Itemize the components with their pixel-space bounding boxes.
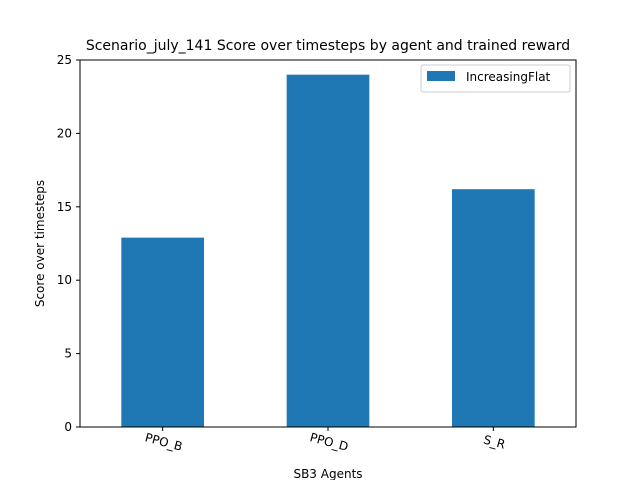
chart-title: Scenario_july_141 Score over timesteps b… xyxy=(86,38,570,54)
y-tick-label: 20 xyxy=(57,126,72,140)
y-tick-label: 25 xyxy=(57,53,72,67)
y-tick-label: 5 xyxy=(64,347,72,361)
y-axis: 0 5 10 15 20 25 xyxy=(57,53,80,434)
x-tick-label: S_R xyxy=(482,433,507,452)
legend-swatch-increasingflat xyxy=(427,71,455,81)
plot-frame xyxy=(79,59,577,428)
y-tick-label: 10 xyxy=(57,273,72,287)
bar-ppo-d xyxy=(286,74,370,428)
legend: IncreasingFlat xyxy=(420,64,571,93)
bar-s-r xyxy=(452,189,535,427)
bars-group xyxy=(121,74,535,428)
y-axis-label: Score over timesteps xyxy=(33,180,47,307)
bar-ppo-b xyxy=(121,237,204,427)
legend-label-increasingflat: IncreasingFlat xyxy=(466,70,551,84)
y-tick-label: 15 xyxy=(57,200,72,214)
x-axis-label: SB3 Agents xyxy=(293,467,362,480)
y-tick-label: 0 xyxy=(64,420,72,434)
legend-box xyxy=(420,64,571,93)
